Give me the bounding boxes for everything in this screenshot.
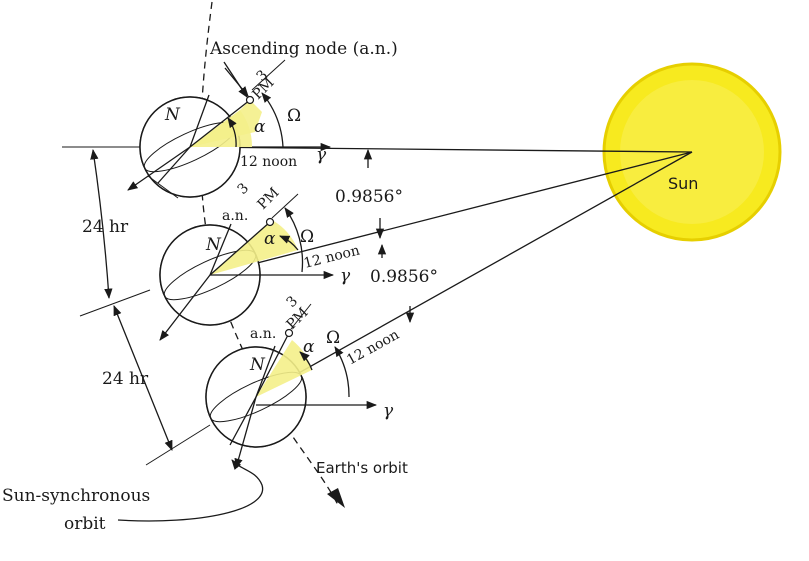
sso-pointer — [117, 459, 264, 522]
earth-3-gamma: γ — [383, 401, 394, 421]
earth-1-omega: Ω — [287, 106, 301, 126]
sso-label-line2: orbit — [64, 514, 106, 534]
interval-dimension-1: 24 hr — [79, 148, 151, 317]
interval-label-1: 24 hr — [82, 217, 129, 237]
earth-2-an: a.n. — [222, 208, 248, 224]
earth-position-1: N α Ω 3 PM 12 noon γ — [127, 59, 332, 199]
interval-label-2: 24 hr — [102, 369, 149, 389]
earth-2-omega: Ω — [300, 227, 314, 247]
angle-label-2: 0.9856° — [370, 267, 438, 287]
earth-1-noon: 12 noon — [240, 154, 297, 170]
earth-3-noon: 12 noon — [344, 327, 402, 369]
earth-orbit-label: Earth's orbit — [316, 459, 408, 477]
sun-line-2 — [209, 151, 693, 276]
earth-1-alpha: α — [254, 117, 266, 137]
angle-marker-2: 0.9856° — [370, 243, 438, 324]
ascending-node-label: Ascending node (a.n.) — [209, 39, 398, 59]
sun-line-3 — [255, 151, 693, 398]
earth-position-2: N α Ω a.n. 3 PM 12 noon γ — [159, 180, 361, 341]
sun-label: Sun — [668, 174, 698, 193]
ascending-node-pointer — [223, 61, 248, 98]
earth-3-north-label: N — [249, 355, 266, 375]
interval-dimension-2: 24 hr — [102, 305, 211, 466]
earth-1-north-label: N — [164, 105, 181, 125]
earth-2-gamma: γ — [340, 266, 351, 286]
angle-marker-1: 0.9856° — [335, 148, 403, 240]
earth-position-3: N α Ω a.n. 3 PM 12 noon γ — [205, 293, 402, 470]
angle-label-1: 0.9856° — [335, 187, 403, 207]
sso-label-line1: Sun-synchronous — [2, 486, 150, 506]
earth-2-pm: PM — [255, 185, 283, 213]
earth-2-alpha: α — [264, 229, 276, 249]
earth-2-three: 3 — [235, 180, 253, 198]
earth-orbit-arrowhead — [327, 488, 345, 508]
earth-3-omega: Ω — [326, 328, 340, 348]
earth-2-north-label: N — [205, 235, 222, 255]
sun-line-1 — [189, 146, 693, 153]
earth-3-an: a.n. — [250, 326, 276, 342]
earth-1-gamma: γ — [316, 145, 327, 165]
earth-3-alpha: α — [303, 337, 315, 357]
